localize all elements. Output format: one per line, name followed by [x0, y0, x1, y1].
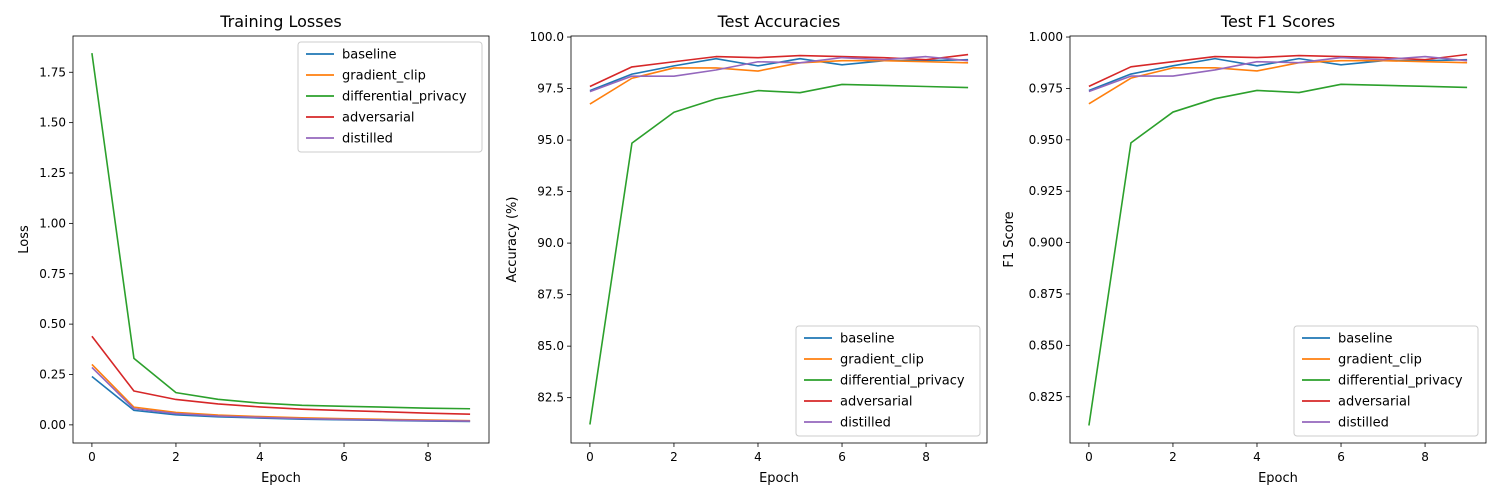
y-tick-label: 0.825	[1029, 390, 1063, 404]
x-tick-label: 4	[256, 450, 264, 464]
legend-label-baseline: baseline	[840, 332, 894, 347]
y-tick-label: 1.00	[39, 216, 66, 230]
y-axis-label: Accuracy (%)	[505, 197, 520, 283]
y-tick-label: 1.000	[1029, 30, 1063, 44]
legend: baseline gradient_clip differential_privac…	[795, 325, 981, 437]
y-tick-label: 0.900	[1029, 236, 1063, 250]
test-accuracies-panel: 0 2 4 6 8 82.5 85.0 87.5 90.0 92.5 95.0 97.5 100.0 Te…	[505, 12, 988, 486]
series-line-differential-privacy	[1088, 83, 1468, 426]
legend-label-gradient-clip: gradient_clip	[1338, 353, 1422, 368]
x-tick-label: 2	[172, 450, 180, 464]
test-f1-scores-panel: 0 2 4 6 8 0.825 0.850 0.875 0.900 0.925 0.950 0.975…	[1002, 12, 1487, 486]
y-axis-label: F1 Score	[1002, 211, 1017, 267]
legend-label-distilled: distilled	[840, 416, 891, 431]
y-tick-label: 87.5	[537, 288, 564, 302]
legend-label-adversarial: adversarial	[342, 111, 415, 126]
y-tick-label: 1.25	[39, 166, 66, 180]
series-line-distilled	[1088, 55, 1468, 93]
series-line-distilled	[589, 55, 969, 93]
y-tick-label: 95.0	[537, 133, 564, 147]
legend-label-adversarial: adversarial	[1338, 395, 1411, 410]
legend-label-baseline: baseline	[342, 48, 396, 63]
y-axis-label: Loss	[17, 225, 32, 254]
y-tick-label: 0.925	[1029, 184, 1063, 198]
chart-title: Test Accuracies	[717, 12, 841, 31]
chart-title: Test F1 Scores	[1220, 12, 1335, 31]
training-losses-panel: 0 2 4 6 8 0.00 0.25 0.50 0.75 1.00 1.25 1.50 1.75 Tra…	[17, 12, 490, 486]
series-line-adversarial	[91, 335, 471, 415]
legend-box	[297, 41, 483, 153]
x-axis-label: Epoch	[1258, 471, 1298, 486]
legend-label-adversarial: adversarial	[840, 395, 913, 410]
x-tick-label: 0	[1085, 450, 1093, 464]
y-tick-label: 0.950	[1029, 133, 1063, 147]
y-tick-label: 1.50	[39, 116, 66, 130]
series-line-gradient-clip	[1088, 59, 1468, 105]
y-tick-label: 100.0	[530, 30, 564, 44]
x-axis-label: Epoch	[261, 471, 301, 486]
x-axis-label: Epoch	[759, 471, 799, 486]
legend-label-differential-privacy: differential_privacy	[840, 374, 965, 389]
y-tick-label: 90.0	[537, 236, 564, 250]
x-tick-label: 2	[670, 450, 678, 464]
legend: baseline gradient_clip differential_privac…	[1293, 325, 1479, 437]
y-tick-label: 0.25	[39, 367, 66, 381]
legend-label-distilled: distilled	[342, 132, 393, 147]
chart-title: Training Losses	[219, 12, 342, 31]
legend-label-gradient-clip: gradient_clip	[342, 69, 426, 84]
x-tick-label: 0	[88, 450, 96, 464]
legend-label-gradient-clip: gradient_clip	[840, 353, 924, 368]
y-tick-label: 0.850	[1029, 338, 1063, 352]
x-tick-label: 6	[838, 450, 846, 464]
y-tick-label: 0.875	[1029, 287, 1063, 301]
legend-label-differential-privacy: differential_privacy	[1338, 374, 1463, 389]
legend-box	[1293, 325, 1479, 437]
x-tick-label: 0	[586, 450, 594, 464]
y-tick-label: 0.975	[1029, 81, 1063, 95]
y-tick-label: 82.5	[537, 391, 564, 405]
series-line-differential-privacy	[589, 83, 969, 425]
x-tick-label: 4	[1253, 450, 1261, 464]
series-line-differential-privacy	[91, 53, 471, 410]
y-tick-label: 97.5	[537, 82, 564, 96]
x-tick-label: 8	[1421, 450, 1429, 464]
y-tick-label: 0.50	[39, 317, 66, 331]
series-line-distilled	[91, 366, 471, 422]
y-tick-label: 0.75	[39, 267, 66, 281]
x-tick-label: 6	[1337, 450, 1345, 464]
x-tick-label: 4	[754, 450, 762, 464]
y-tick-label: 85.0	[537, 339, 564, 353]
x-tick-label: 8	[424, 450, 432, 464]
legend-label-baseline: baseline	[1338, 332, 1392, 347]
y-tick-label: 92.5	[537, 185, 564, 199]
y-tick-label: 0.00	[39, 418, 66, 432]
x-tick-label: 6	[340, 450, 348, 464]
x-tick-label: 8	[922, 450, 930, 464]
legend-label-differential-privacy: differential_privacy	[342, 90, 467, 105]
legend: baseline gradient_clip differential_privac…	[297, 41, 483, 153]
series-line-gradient-clip	[589, 59, 969, 105]
legend-label-distilled: distilled	[1338, 416, 1389, 431]
x-tick-label: 2	[1169, 450, 1177, 464]
legend-box	[795, 325, 981, 437]
y-tick-label: 1.75	[39, 65, 66, 79]
